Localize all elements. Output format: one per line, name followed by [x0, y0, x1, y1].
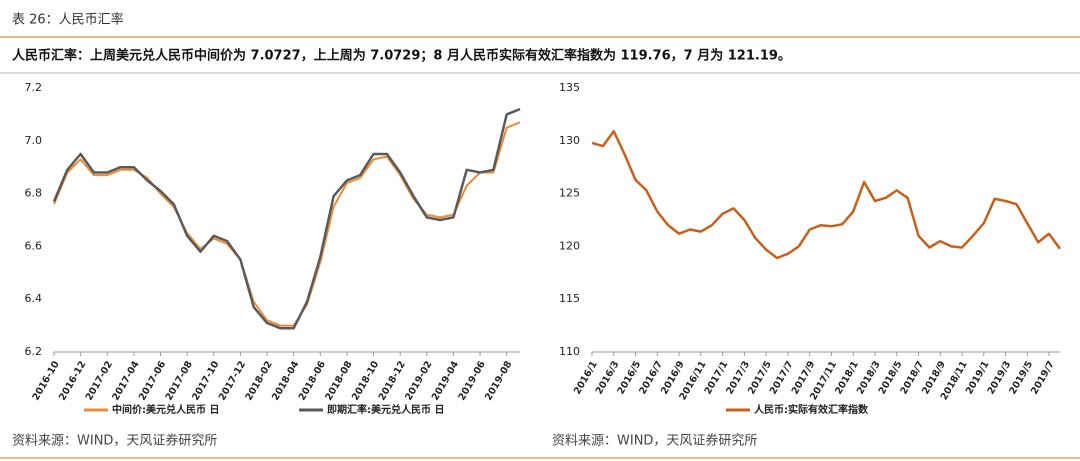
y-tick-label: 115: [559, 292, 580, 305]
legend-label: 即期汇率:美元兑人民币 日: [327, 403, 444, 416]
figure-title: 表 26：人民币汇率: [12, 12, 124, 28]
y-tick-label: 7.2: [25, 81, 43, 94]
source: 资料来源：WIND，天风证券研究所: [552, 433, 757, 449]
legend-label: 人民币:实际有效汇率指数: [754, 403, 869, 416]
x-tick-label: 2019-08: [483, 359, 515, 403]
y-tick-label: 6.6: [25, 239, 43, 252]
series-line: [591, 130, 1062, 260]
y-tick-label: 7.0: [25, 134, 43, 147]
series-line: [52, 107, 521, 330]
y-tick-label: 130: [559, 134, 580, 147]
series-line: [53, 121, 521, 327]
summary: 人民币汇率：上周美元兑人民币中间价为 7.0727，上上周为 7.0729；8 …: [12, 48, 791, 64]
y-tick-label: 110: [559, 345, 580, 358]
y-tick-label: 120: [559, 239, 580, 252]
y-tick-label: 6.4: [25, 292, 43, 305]
y-tick-label: 6.8: [25, 187, 43, 200]
y-tick-label: 135: [559, 81, 580, 94]
y-tick-label: 125: [559, 187, 580, 200]
source: 资料来源：WIND，天风证券研究所: [12, 433, 217, 449]
y-tick-label: 6.2: [25, 345, 43, 358]
legend-label: 中间价:美元兑人民币 日: [112, 403, 219, 416]
